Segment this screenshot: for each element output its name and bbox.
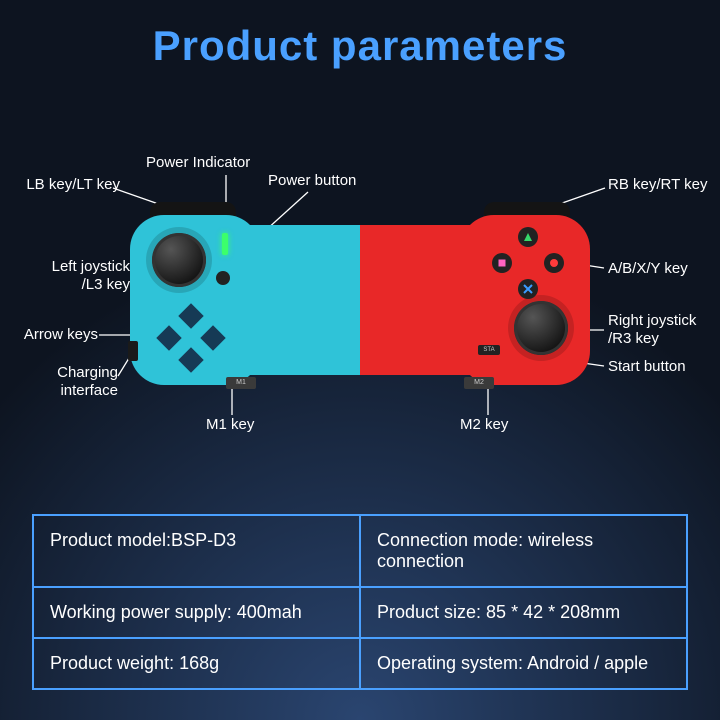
spec-row: Product model:BSP-D3 Connection mode: wi… xyxy=(34,516,686,588)
power-button xyxy=(216,271,230,285)
charging-port xyxy=(128,341,138,361)
abxy-cluster xyxy=(492,227,564,299)
phone-bridge xyxy=(248,225,472,375)
spec-cell: Product weight: 168g xyxy=(34,639,361,688)
b-button xyxy=(544,253,564,273)
spec-cell: Working power supply: 400mah xyxy=(34,588,361,637)
a-button xyxy=(518,279,538,299)
spec-cell: Product model:BSP-D3 xyxy=(34,516,361,586)
label-arrow: Arrow keys xyxy=(2,326,98,344)
label-left-joy: Left joystick /L3 key xyxy=(2,258,130,294)
label-power-btn: Power button xyxy=(268,172,356,190)
label-power-ind: Power Indicator xyxy=(146,154,250,172)
x-button xyxy=(492,253,512,273)
label-charging: Charging interface xyxy=(2,364,118,400)
spec-row: Working power supply: 400mah Product siz… xyxy=(34,588,686,639)
start-button: STA xyxy=(478,345,500,355)
spec-cell: Operating system: Android / apple xyxy=(361,639,686,688)
controller-diagram: LB key/LT key Power Indicator Power butt… xyxy=(0,80,720,450)
label-m1: M1 key xyxy=(206,416,254,434)
label-m2: M2 key xyxy=(460,416,508,434)
y-button xyxy=(518,227,538,247)
label-right-joy: Right joystick /R3 key xyxy=(608,312,696,348)
controller-body: M1 M2 STA xyxy=(130,215,590,385)
spec-row: Product weight: 168g Operating system: A… xyxy=(34,639,686,688)
label-rb: RB key/RT key xyxy=(608,176,707,194)
label-lb: LB key/LT key xyxy=(2,176,120,194)
m1-key: M1 xyxy=(226,377,256,389)
page-title: Product parameters xyxy=(0,0,720,70)
left-joystick xyxy=(152,233,206,287)
spec-table: Product model:BSP-D3 Connection mode: wi… xyxy=(32,514,688,690)
right-joystick xyxy=(514,301,568,355)
spec-cell: Connection mode: wireless connection xyxy=(361,516,686,586)
dpad xyxy=(160,307,222,369)
label-abxy: A/B/X/Y key xyxy=(608,260,688,278)
label-start: Start button xyxy=(608,358,686,376)
m2-key: M2 xyxy=(464,377,494,389)
spec-cell: Product size: 85 * 42 * 208mm xyxy=(361,588,686,637)
power-indicator-led xyxy=(222,233,228,255)
